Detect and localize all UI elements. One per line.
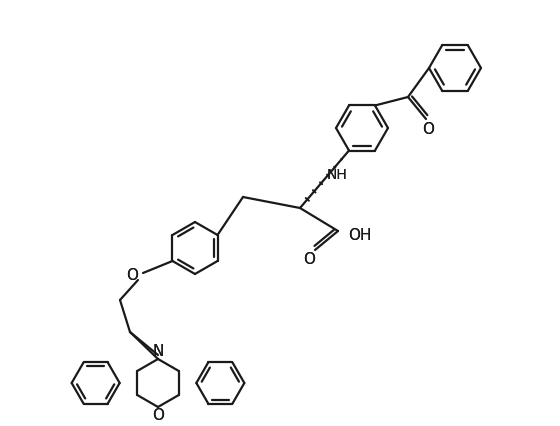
Text: OH: OH (348, 228, 372, 244)
Text: O: O (303, 251, 315, 267)
Text: O: O (152, 409, 164, 423)
Text: NH: NH (326, 168, 347, 182)
Text: N: N (152, 343, 164, 359)
Text: OH: OH (348, 228, 372, 244)
Text: O: O (152, 409, 164, 423)
Text: NH: NH (326, 168, 347, 182)
Text: N: N (152, 343, 164, 359)
Text: O: O (126, 268, 138, 282)
Text: O: O (422, 123, 434, 138)
Text: O: O (303, 251, 315, 267)
Text: O: O (126, 268, 138, 282)
Text: O: O (422, 123, 434, 138)
